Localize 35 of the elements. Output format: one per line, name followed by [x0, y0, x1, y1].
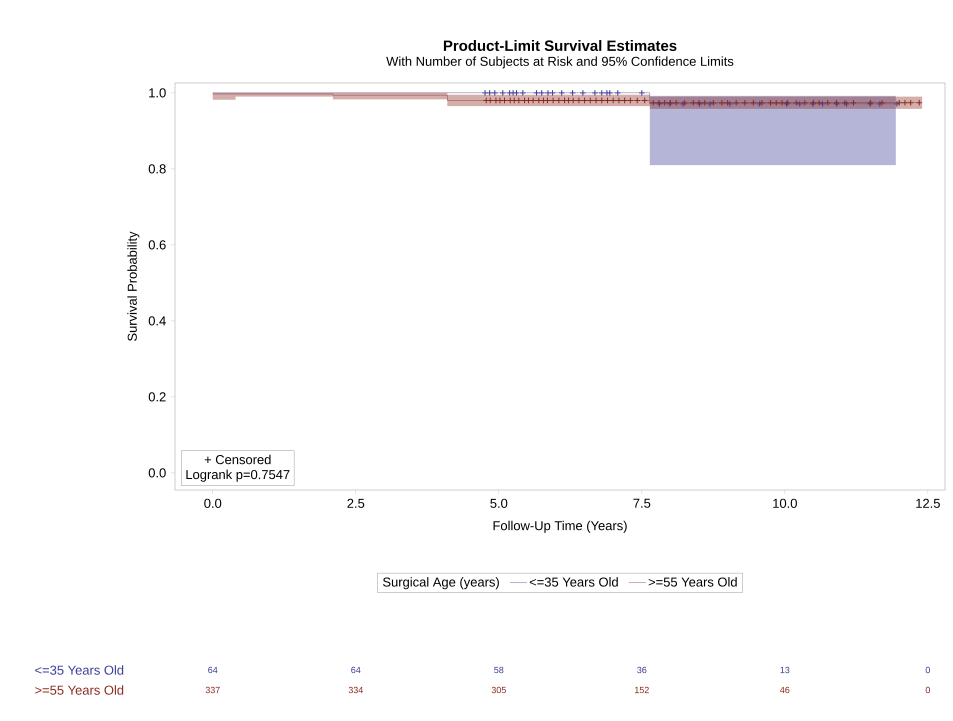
legend-label: <=35 Years Old [530, 577, 618, 587]
y-tick-label: 0.4 [148, 316, 166, 326]
text: 0 [926, 666, 930, 674]
y-tick-label: 0.0 [148, 468, 166, 478]
text: 36 [637, 666, 646, 674]
x-tick-label: 10.0 [773, 498, 797, 508]
text: 64 [208, 666, 218, 674]
text: >=55 Years Old [35, 685, 124, 695]
x-tick-label: 12.5 [916, 498, 940, 508]
y-tick-label: 0.2 [148, 392, 166, 402]
y-tick-label: 0.6 [148, 240, 166, 250]
x-tick-label: 7.5 [633, 498, 650, 508]
x-tick-label: 5.0 [490, 498, 508, 508]
y-tick-label: 0.8 [148, 164, 166, 174]
chart-title: Product-Limit Survival Estimates [444, 40, 676, 51]
y-tick-label: 1.0 [149, 88, 166, 98]
legend-title: Surgical Age (years) [383, 577, 499, 590]
y-axis-title: Survival Probability [127, 231, 140, 341]
text: 64 [351, 666, 360, 674]
text: 46 [780, 686, 790, 694]
annotation: + Censored [204, 454, 271, 464]
text: 305 [492, 686, 506, 694]
text: 58 [494, 666, 504, 674]
text: 152 [635, 686, 649, 694]
legend-label: >=55 Years Old [648, 577, 737, 587]
text: <=35 Years Old [35, 665, 124, 675]
chart-subtitle: With Number of Subjects at Risk and 95% Confidence Limits [386, 56, 734, 68]
x-tick-label: 0.0 [204, 498, 222, 508]
x-axis-title: Follow-Up Time (Years) [494, 520, 627, 533]
text: 13 [780, 666, 790, 674]
text: 334 [348, 686, 363, 694]
text: 337 [206, 686, 220, 694]
x-tick-label: 2.5 [347, 498, 364, 508]
text: 0 [926, 686, 930, 694]
annotation: Logrank p=0.7547 [186, 470, 290, 482]
